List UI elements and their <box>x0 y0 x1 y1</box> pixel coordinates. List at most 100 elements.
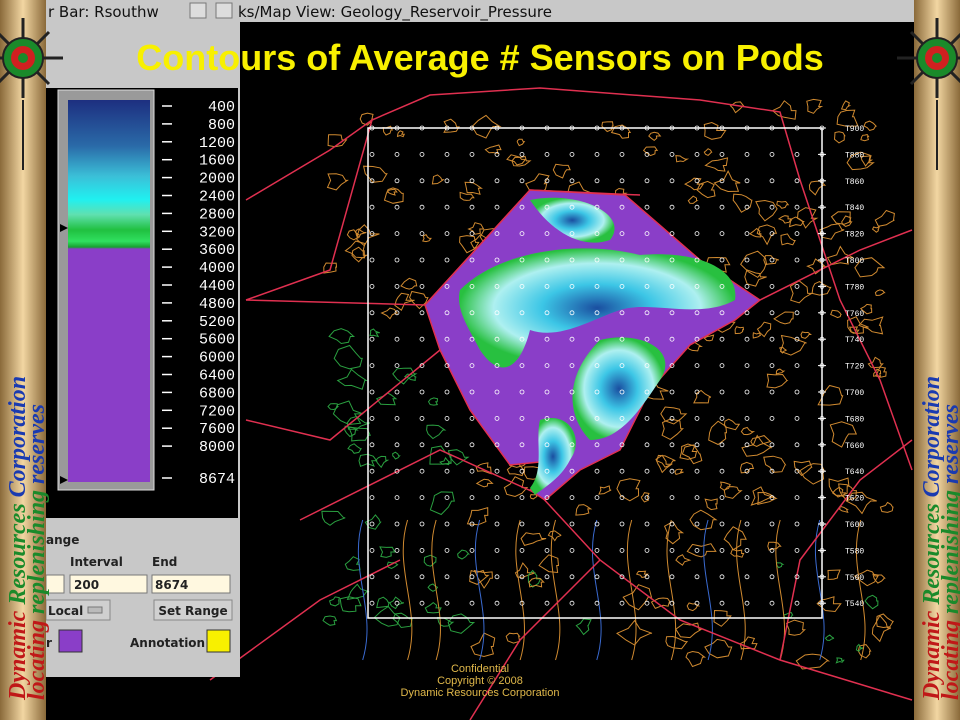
well-marker <box>519 442 525 448</box>
well-marker <box>419 442 425 448</box>
colorbar-tick-label: 7200 <box>199 403 235 420</box>
footer: Confidential <box>451 663 509 675</box>
contour <box>848 326 860 334</box>
well-marker <box>394 442 400 448</box>
row-label: T760 <box>845 310 864 319</box>
well-marker <box>794 310 800 316</box>
well-marker <box>694 468 700 474</box>
well-marker <box>494 415 500 421</box>
interval-input[interactable] <box>69 574 148 594</box>
well-marker <box>394 468 400 474</box>
window-button[interactable] <box>215 2 233 19</box>
colorbar-tick-label: 5200 <box>199 314 235 331</box>
well-marker <box>694 521 700 527</box>
contour <box>394 292 415 311</box>
contour <box>392 367 418 385</box>
well-marker <box>744 548 750 553</box>
well-marker <box>794 363 800 369</box>
well-marker <box>494 363 500 369</box>
well-marker <box>619 178 625 184</box>
well-marker <box>569 231 575 237</box>
well-marker <box>769 363 775 369</box>
slider-handle[interactable] <box>60 476 68 484</box>
well-marker <box>619 310 625 316</box>
color-swatch[interactable] <box>58 629 83 653</box>
well-marker <box>769 600 775 606</box>
contour <box>598 485 612 495</box>
colorbar-tick-label: 6000 <box>199 350 235 367</box>
contour <box>375 455 390 469</box>
well-marker <box>544 415 550 421</box>
well-marker <box>669 231 675 237</box>
banner-text: locating replenishing reserves <box>938 404 960 700</box>
well-marker <box>744 178 750 184</box>
slider-handle[interactable] <box>60 224 68 232</box>
contour <box>872 573 886 584</box>
contour <box>704 157 729 172</box>
well-marker <box>469 600 475 606</box>
well-marker <box>544 336 550 342</box>
contour <box>528 577 545 588</box>
end-label: End <box>152 555 177 569</box>
well-marker <box>644 310 650 316</box>
row-label: T620 <box>845 495 864 504</box>
well-marker <box>519 600 525 606</box>
contour <box>723 486 743 499</box>
contour <box>744 269 767 287</box>
contour <box>427 583 439 592</box>
contour <box>663 521 685 545</box>
contour <box>739 461 755 474</box>
set-range-button[interactable] <box>153 599 233 621</box>
well-marker <box>694 204 700 210</box>
well-marker <box>619 336 625 342</box>
menu-button[interactable] <box>189 2 207 19</box>
well-marker <box>544 283 550 289</box>
well-marker <box>419 574 425 580</box>
end-input[interactable] <box>151 574 231 594</box>
well-marker <box>669 521 675 527</box>
well-marker <box>469 204 475 210</box>
logo <box>932 53 942 63</box>
contour <box>740 250 768 279</box>
well-marker <box>519 363 525 369</box>
well-marker <box>794 151 800 157</box>
well-marker <box>444 257 450 263</box>
well-marker <box>794 521 800 527</box>
well-marker <box>469 283 475 289</box>
contour <box>506 154 527 166</box>
well-marker <box>544 468 550 474</box>
contour <box>704 498 718 511</box>
contour <box>591 519 602 661</box>
well-marker <box>544 495 550 501</box>
well-marker <box>469 521 475 527</box>
contour <box>379 546 396 558</box>
title-bar <box>46 0 914 22</box>
well-marker <box>469 468 475 474</box>
well-marker <box>419 415 425 421</box>
well-marker <box>719 389 725 395</box>
well-marker <box>519 389 525 395</box>
contour <box>839 505 849 514</box>
well-marker <box>794 125 800 131</box>
contour <box>666 519 677 661</box>
contour <box>713 609 732 627</box>
banner-word: reserves <box>938 404 960 484</box>
contour <box>640 492 650 503</box>
annotation-swatch[interactable] <box>206 629 231 653</box>
well-marker <box>494 283 500 289</box>
well-marker <box>544 548 550 553</box>
well-marker <box>519 548 525 553</box>
contour <box>846 151 875 171</box>
well-marker <box>694 257 700 263</box>
well-marker <box>694 363 700 369</box>
well-marker <box>469 389 475 395</box>
contour <box>741 434 772 457</box>
set-range-label: Set Range <box>158 604 227 618</box>
contour <box>857 644 872 659</box>
row-label: T880 <box>845 151 864 160</box>
well-marker <box>394 389 400 395</box>
row-label: T660 <box>845 442 864 451</box>
well-marker <box>619 548 625 553</box>
well-marker <box>594 442 600 448</box>
